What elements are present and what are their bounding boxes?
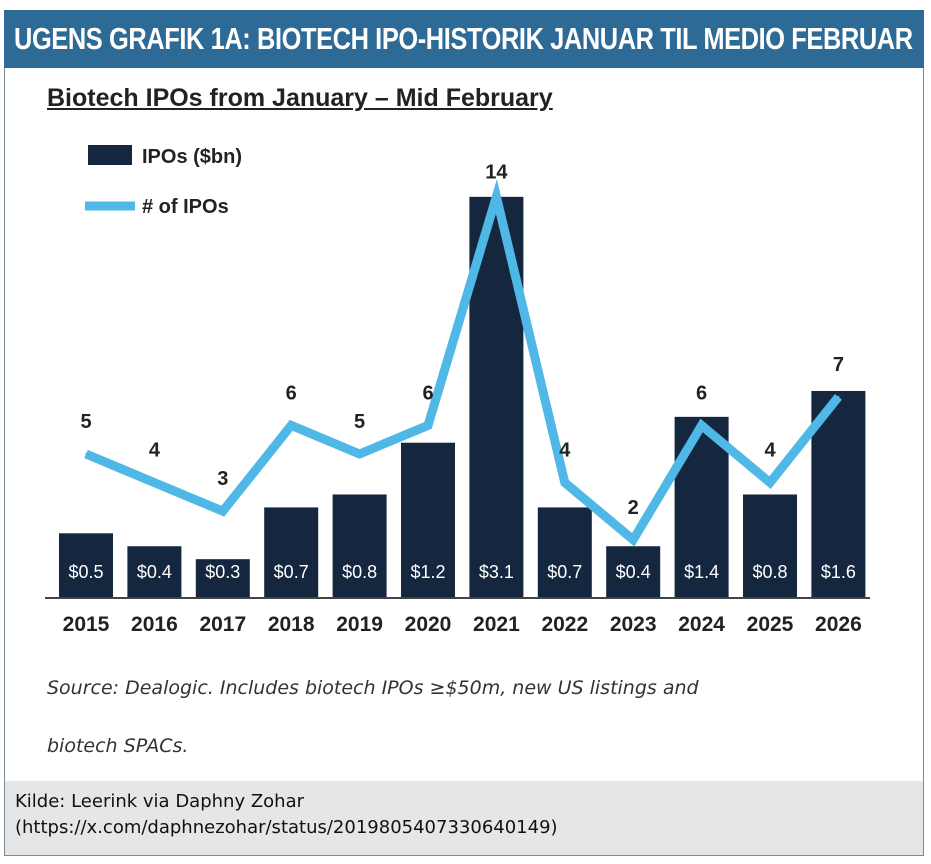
- footer-credit: Kilde: Leerink via Daphny Zohar (https:/…: [5, 781, 923, 855]
- bar-2020: [401, 442, 455, 598]
- bar-2016: [127, 546, 182, 598]
- line-ipo-count: [84, 179, 842, 547]
- line-point-2022: [563, 481, 566, 484]
- line-point-2018: [290, 424, 293, 427]
- bar-2022: [537, 507, 592, 598]
- x-tick-2019: 2019: [336, 613, 383, 636]
- footer-line2: (https://x.com/daphnezohar/status/201980…: [15, 817, 558, 838]
- x-tick-2015: 2015: [63, 613, 110, 636]
- line-label-2025: 4: [764, 440, 776, 462]
- line-point-2017: [221, 510, 224, 513]
- x-tick-2017: 2017: [199, 613, 246, 636]
- legend-label-line: # of IPOs: [142, 196, 229, 218]
- bar-label-2025: $0.8: [752, 562, 787, 582]
- x-tick-2022: 2022: [541, 613, 588, 636]
- bar-label-2018: $0.7: [274, 562, 309, 582]
- line-point-2024: [700, 424, 703, 427]
- line-label-2024: 6: [696, 382, 707, 404]
- header-banner: UGENS GRAFIK 1A: BIOTECH IPO-HISTORIK JA…: [4, 10, 924, 68]
- line-label-2023: 2: [628, 497, 639, 519]
- legend-label-bars: IPOs ($bn): [142, 146, 242, 168]
- x-tick-2024: 2024: [678, 613, 725, 636]
- line-label-2016: 4: [149, 440, 161, 462]
- footer-line1: Kilde: Leerink via Daphny Zohar: [15, 791, 305, 812]
- line-point-2021: [495, 195, 498, 198]
- bar-label-2023: $0.4: [616, 562, 651, 582]
- line-point-2020: [427, 424, 429, 427]
- bar-label-2017: $0.3: [205, 562, 240, 582]
- bar-2018: [264, 507, 319, 598]
- line-label-2026: 7: [833, 354, 844, 376]
- line-point-2023: [632, 538, 635, 541]
- line-label-2017: 3: [217, 468, 228, 490]
- line-label-2020: 6: [422, 382, 433, 404]
- bar-label-2024: $1.4: [684, 562, 719, 582]
- line-point-2026: [837, 395, 840, 398]
- line-label-2021: 14: [485, 162, 508, 184]
- bar-2025: [743, 494, 797, 598]
- bar-label-2022: $0.7: [547, 562, 582, 582]
- bar-label-2020: $1.2: [410, 562, 445, 582]
- line-point-2019: [358, 453, 361, 455]
- bar-label-2021: $3.1: [479, 562, 514, 582]
- header-title: UGENS GRAFIK 1A: BIOTECH IPO-HISTORIK JA…: [14, 21, 913, 56]
- source-note-line1: Source: Dealogic. Includes biotech IPOs …: [47, 677, 699, 699]
- line-label-2018: 6: [286, 382, 297, 404]
- line-label-2015: 5: [80, 411, 91, 433]
- bar-label-2026: $1.6: [821, 562, 856, 582]
- x-tick-2016: 2016: [131, 613, 178, 636]
- bar-label-2015: $0.5: [68, 562, 103, 582]
- bar-2023: [606, 546, 661, 598]
- x-tick-2025: 2025: [747, 613, 794, 636]
- line-point-2015: [85, 453, 87, 455]
- bar-label-2016: $0.4: [137, 562, 172, 582]
- x-tick-2021: 2021: [473, 613, 520, 636]
- line-point-2025: [769, 481, 771, 484]
- x-tick-2023: 2023: [610, 613, 657, 636]
- line-label-2022: 4: [559, 440, 571, 462]
- bar-2015: [59, 533, 113, 598]
- x-tick-2026: 2026: [815, 613, 862, 636]
- legend-swatch-bars: [88, 145, 132, 165]
- x-tick-2018: 2018: [268, 613, 315, 636]
- bar-2017: [195, 559, 250, 598]
- source-note-line2: biotech SPACs.: [47, 735, 189, 757]
- bar-2019: [332, 494, 387, 598]
- chart-title: Biotech IPOs from January – Mid February: [47, 84, 553, 112]
- bar-label-2019: $0.8: [342, 562, 377, 582]
- line-point-2016: [153, 481, 156, 484]
- line-label-2019: 5: [354, 411, 365, 433]
- x-tick-2020: 2020: [405, 613, 452, 636]
